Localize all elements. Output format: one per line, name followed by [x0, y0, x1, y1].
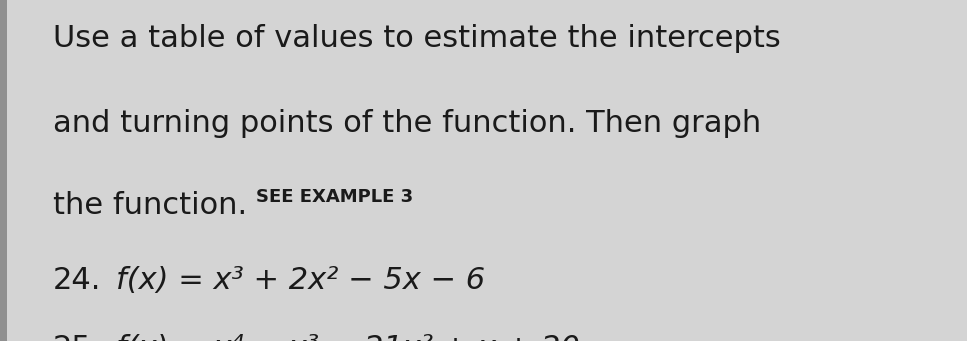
Text: f(x) = x³ + 2x² − 5x − 6: f(x) = x³ + 2x² − 5x − 6: [116, 266, 485, 295]
Text: f(x) = x⁴ − x³ − 21x² + x + 20: f(x) = x⁴ − x³ − 21x² + x + 20: [116, 334, 580, 341]
Text: the function.: the function.: [53, 191, 248, 220]
Text: 24.: 24.: [53, 266, 102, 295]
Text: and turning points of the function. Then graph: and turning points of the function. Then…: [53, 109, 761, 138]
Text: 25.: 25.: [53, 334, 102, 341]
Bar: [0, 0, 7, 341]
Text: Use a table of values to estimate the intercepts: Use a table of values to estimate the in…: [53, 24, 781, 53]
Text: SEE EXAMPLE 3: SEE EXAMPLE 3: [256, 188, 413, 206]
